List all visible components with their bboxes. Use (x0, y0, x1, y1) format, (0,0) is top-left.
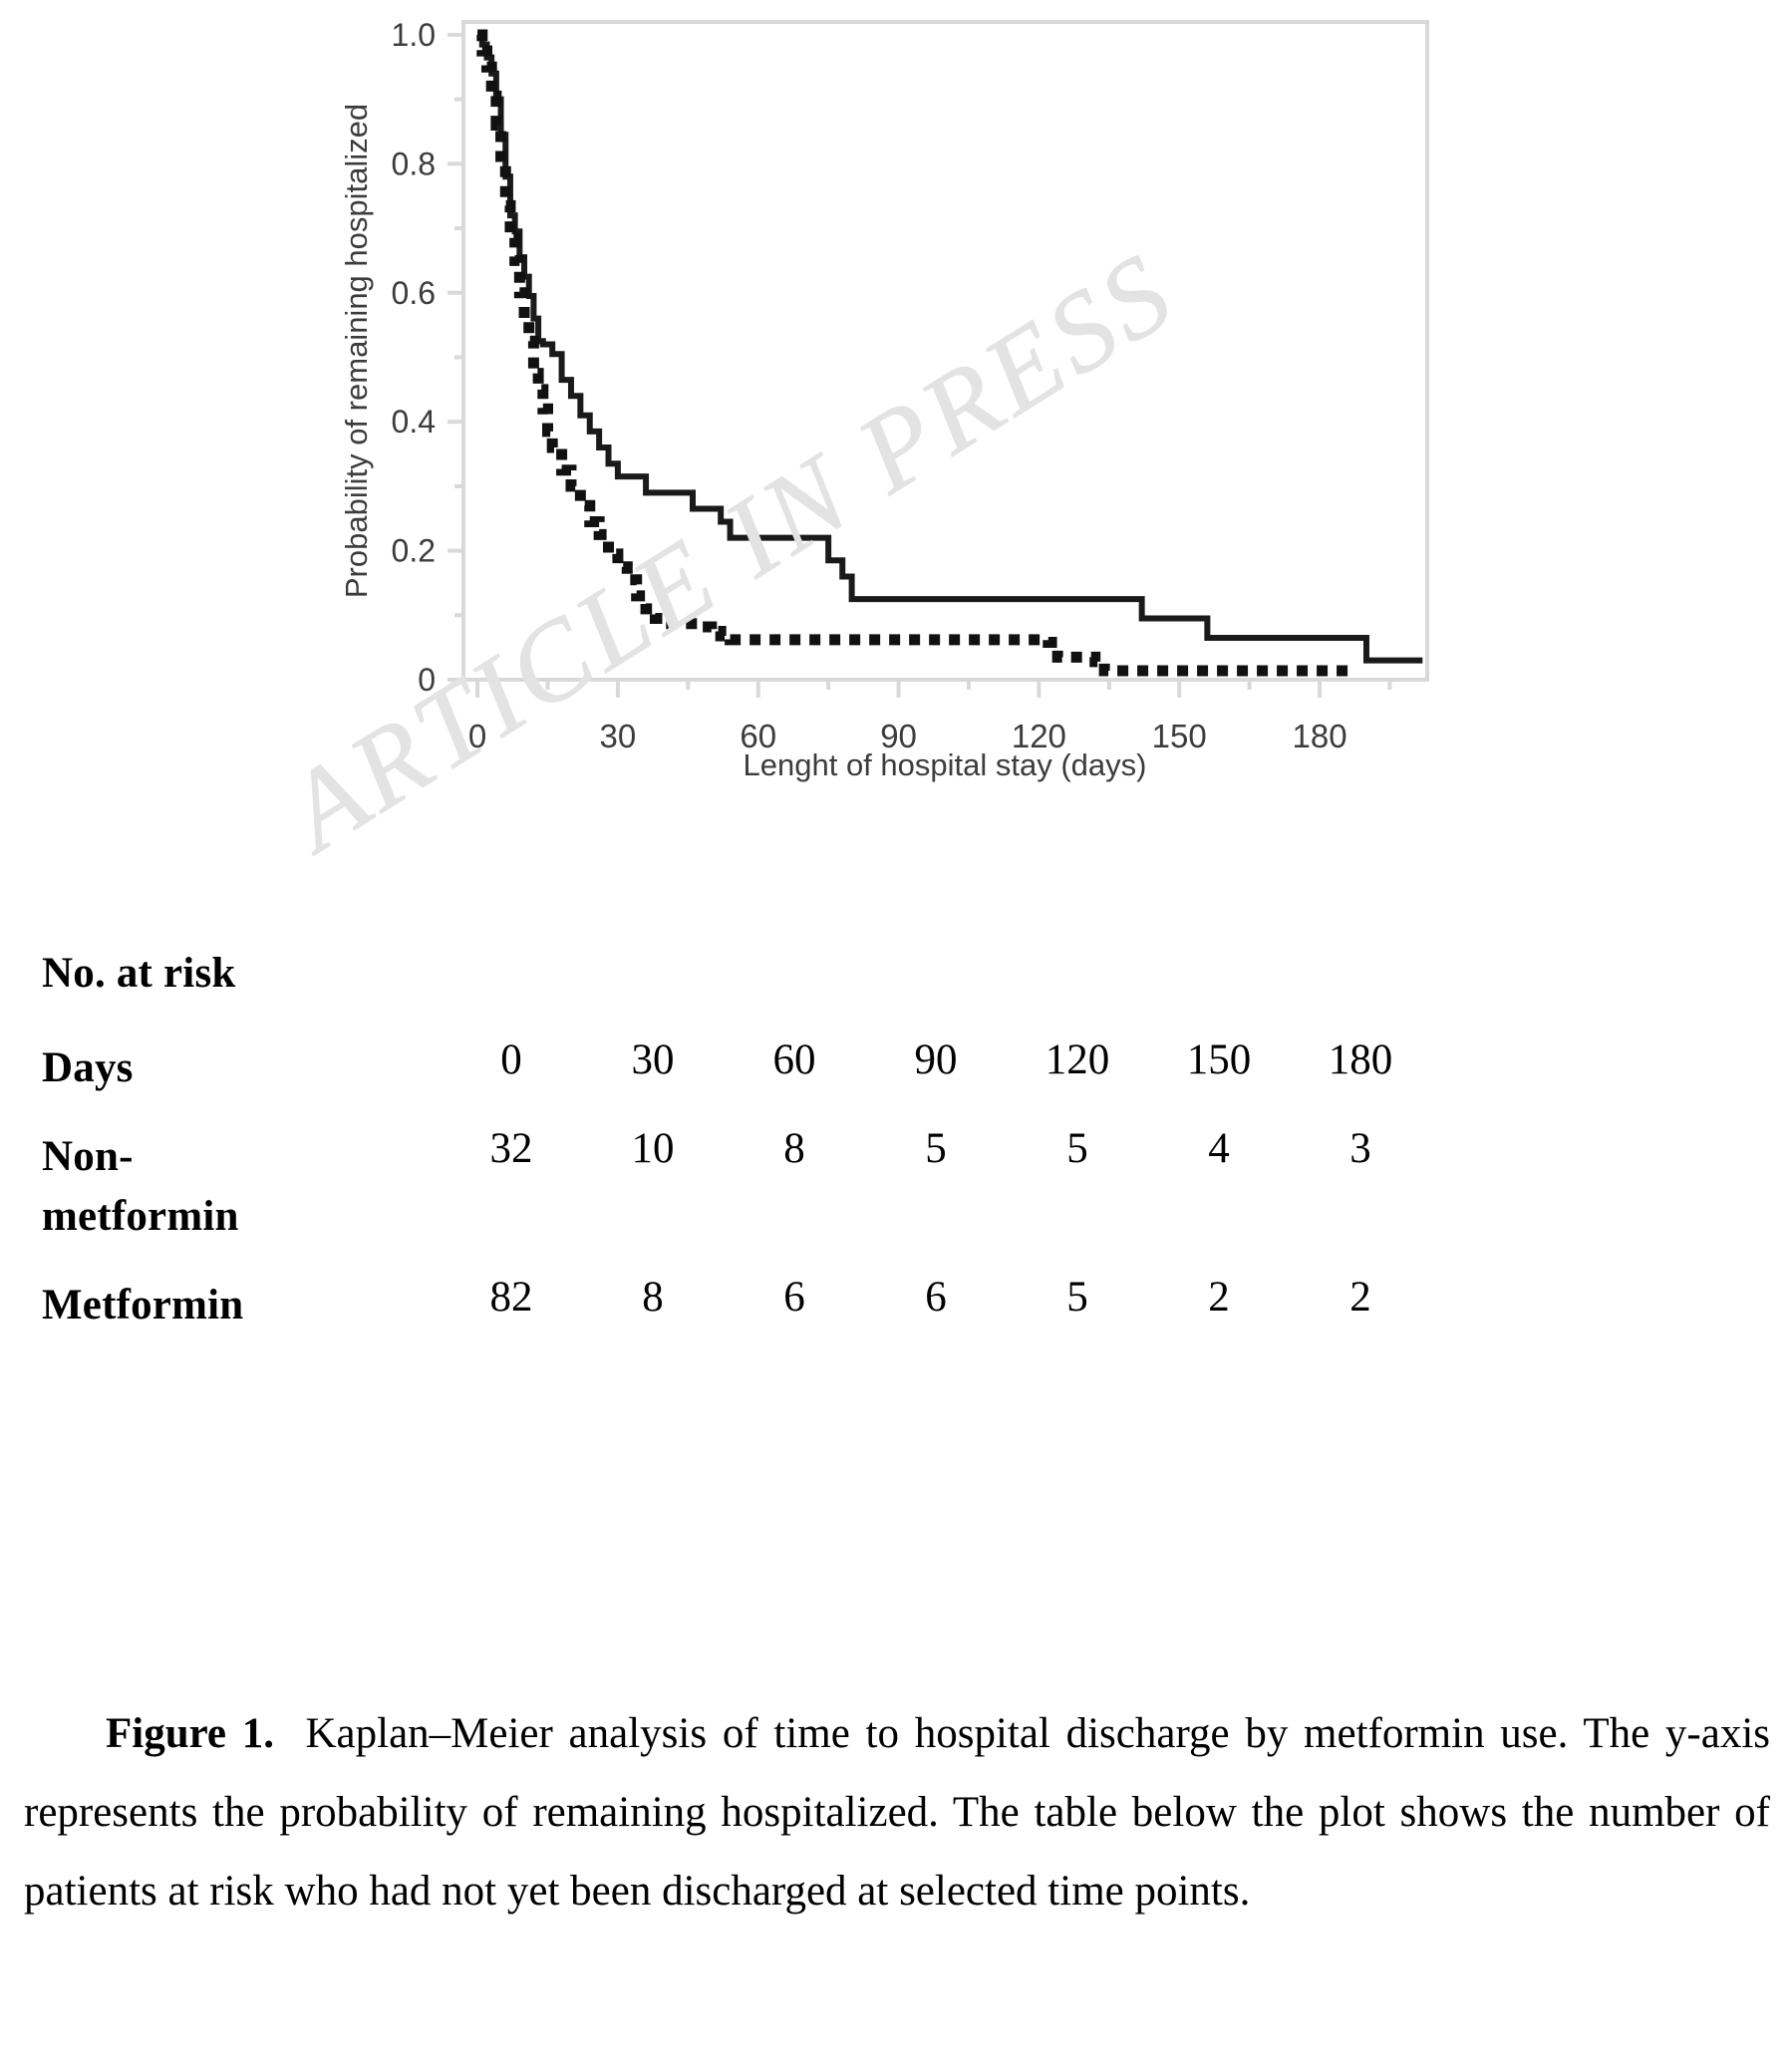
x-tick-label: 30 (600, 718, 637, 754)
risk-header-cell: 90 (914, 1036, 958, 1083)
y-tick-label: 1.0 (392, 17, 436, 53)
risk-cell: 5 (925, 1125, 947, 1173)
x-tick-label: 150 (1152, 718, 1207, 754)
risk-table-row: Metformin 82 8 6 6 5 2 2 (42, 1276, 1537, 1334)
plot-frame (461, 20, 1429, 682)
risk-row-values-non-metformin: 32 10 8 5 5 4 3 (441, 1127, 1537, 1170)
risk-header-values: 0 30 60 90 120 150 180 (441, 1038, 1537, 1081)
kaplan-meier-figure: 0 0.2 0.4 0.6 0.8 1.0 0 30 60 90 120 150 180 Lenght… (0, 0, 1792, 797)
risk-cell: 82 (489, 1273, 533, 1321)
x-axis-major-ticks (475, 680, 1323, 698)
x-axis-title: Lenght of hospital stay (days) (744, 747, 1147, 782)
x-tick-label: 90 (880, 718, 917, 754)
x-axis-tick-labels: 0 30 60 90 120 150 180 (468, 718, 1347, 754)
y-tick-label: 0.4 (392, 404, 436, 440)
x-tick-label: 180 (1293, 718, 1347, 754)
kaplan-meier-chart: 0 0.2 0.4 0.6 0.8 1.0 0 30 60 90 120 150 180 Lenght… (339, 17, 1429, 782)
risk-cell: 6 (925, 1273, 947, 1321)
risk-cell: 8 (783, 1125, 805, 1173)
risk-cell: 4 (1208, 1125, 1230, 1173)
risk-cell: 6 (783, 1273, 805, 1321)
y-tick-label: 0.8 (392, 146, 436, 181)
risk-row-label-line1: Non- (42, 1133, 134, 1181)
risk-row-label-line2: metformin (42, 1192, 239, 1240)
y-axis-title: Probability of remaining hospitalized (339, 104, 374, 598)
figure-number: Figure 1. (106, 1710, 275, 1757)
y-tick-label: 0.6 (392, 275, 436, 311)
risk-header-cell: 120 (1045, 1036, 1110, 1083)
risk-header-cell: 180 (1328, 1036, 1393, 1083)
risk-row-label-non-metformin: Non- metformin (42, 1127, 441, 1246)
y-axis-tick-labels: 0 0.2 0.4 0.6 0.8 1.0 (392, 17, 436, 698)
risk-cell: 10 (631, 1125, 675, 1173)
y-tick-label: 0 (418, 662, 436, 698)
caption-text: Kaplan–Meier analysis of time to hospita… (24, 1710, 1770, 1915)
risk-cell: 5 (1066, 1125, 1088, 1173)
figure-caption: Figure 1. Kaplan–Meier analysis of time … (24, 1694, 1770, 1930)
x-axis-minor-ticks (545, 680, 1392, 690)
risk-cell: 8 (642, 1273, 664, 1321)
km-curve-metformin (476, 29, 1348, 677)
risk-row-label-metformin: Metformin (42, 1281, 244, 1329)
risk-table-row: Non- metformin 32 10 8 5 5 4 3 (42, 1127, 1537, 1246)
risk-cell: 2 (1208, 1273, 1230, 1321)
x-tick-label: 60 (740, 718, 776, 754)
risk-header-cell: 60 (772, 1036, 816, 1083)
number-at-risk-table: No. at risk Days 0 30 60 90 120 150 180 … (42, 952, 1537, 1364)
risk-header-cell: 30 (631, 1036, 675, 1083)
risk-row-label-days: Days (42, 1044, 134, 1091)
risk-row-values-metformin: 82 8 6 6 5 2 2 (441, 1276, 1537, 1319)
km-curves (476, 29, 1423, 677)
risk-header-cell: 150 (1186, 1036, 1252, 1083)
risk-table-title: No. at risk (42, 950, 236, 997)
x-tick-label: 120 (1012, 718, 1066, 754)
risk-cell: 2 (1349, 1273, 1371, 1321)
y-axis-minor-ticks (454, 97, 463, 618)
risk-cell: 3 (1349, 1125, 1371, 1173)
plot-area (461, 20, 1429, 682)
y-tick-label: 0.2 (392, 533, 436, 569)
risk-header-cell: 0 (500, 1036, 522, 1083)
y-axis-major-ticks (448, 32, 463, 682)
risk-table-header-row: Days 0 30 60 90 120 150 180 (42, 1038, 1537, 1097)
risk-cell: 32 (489, 1125, 533, 1173)
x-tick-label: 0 (468, 718, 486, 754)
risk-cell: 5 (1066, 1273, 1088, 1321)
